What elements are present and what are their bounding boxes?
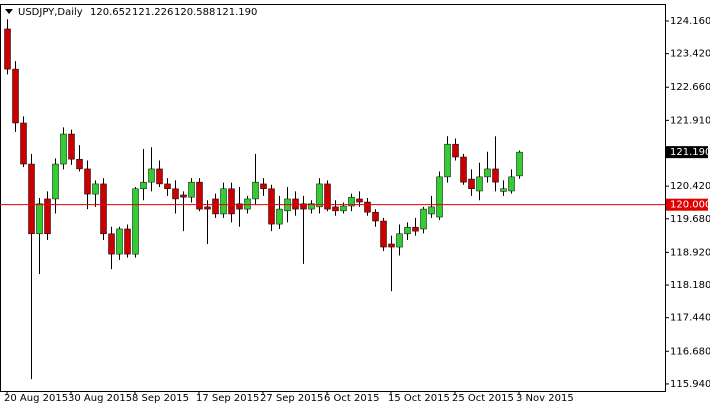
bear-body: [380, 220, 387, 248]
bull-body: [140, 181, 147, 190]
bull-body: [116, 228, 123, 255]
bull-body: [132, 188, 139, 255]
bear-body: [172, 188, 179, 200]
y-tick-label: 120.420: [670, 181, 710, 192]
x-tick-label: 27 Sep 2015: [260, 393, 323, 404]
y-tick-label: 115.940: [670, 379, 710, 390]
bear-body: [100, 183, 107, 235]
bear-body: [84, 168, 91, 195]
bear-body: [332, 206, 339, 212]
y-tick-label: 116.680: [670, 346, 710, 357]
bear-body: [4, 28, 11, 70]
bear-body: [204, 206, 211, 210]
bear-body: [164, 183, 171, 190]
hline-label: 120.000: [670, 200, 710, 211]
bear-body: [44, 198, 51, 235]
bull-body: [252, 181, 259, 200]
x-tick-label: 25 Oct 2015: [452, 393, 514, 404]
bear-body: [452, 143, 459, 158]
bear-body: [268, 188, 275, 225]
bull-body: [476, 176, 483, 192]
bear-body: [372, 211, 379, 222]
price-label: 121.190: [670, 147, 710, 158]
bear-body: [212, 198, 219, 215]
bear-body: [196, 181, 203, 210]
bull-body: [420, 208, 427, 230]
price-label-box: [666, 146, 708, 159]
bull-body: [516, 151, 523, 177]
bull-body: [436, 176, 443, 218]
bull-body: [340, 205, 347, 212]
bear-body: [388, 243, 395, 248]
bear-body: [236, 203, 243, 210]
bear-body: [300, 203, 307, 210]
x-tick-label: 8 Sep 2015: [132, 393, 189, 404]
x-tick-label: 20 Aug 2015: [4, 393, 68, 404]
bear-body: [492, 168, 499, 183]
y-tick-label: 117.440: [670, 313, 710, 324]
bear-body: [324, 183, 331, 210]
bull-body: [308, 203, 315, 210]
bear-body: [364, 201, 371, 213]
chart-title: USDJPY,Daily: [18, 7, 83, 18]
bull-body: [316, 183, 323, 208]
y-tick-label: 121.910: [670, 115, 710, 126]
bear-body: [68, 133, 75, 160]
bull-body: [148, 168, 155, 183]
plot-frame: [0, 4, 666, 392]
y-tick-label: 123.420: [670, 49, 710, 60]
bear-body: [228, 188, 235, 215]
x-tick-label: 3 Nov 2015: [516, 393, 574, 404]
bull-body: [500, 188, 507, 192]
ohlc-value: 120.588: [174, 7, 215, 18]
y-tick-label: 122.660: [670, 82, 710, 93]
bear-body: [412, 226, 419, 232]
bear-body: [76, 158, 83, 170]
bull-body: [36, 203, 43, 235]
bear-body: [460, 156, 467, 183]
bull-body: [276, 208, 283, 225]
bear-body: [292, 198, 299, 210]
bear-body: [12, 68, 19, 124]
bull-body: [404, 226, 411, 235]
bear-body: [124, 228, 131, 255]
x-tick-label: 17 Sep 2015: [196, 393, 259, 404]
bull-body: [244, 198, 251, 210]
bull-body: [484, 168, 491, 178]
bull-body: [220, 188, 227, 215]
bull-body: [396, 233, 403, 248]
bull-body: [428, 206, 435, 215]
bull-body: [52, 163, 59, 200]
bear-body: [180, 194, 187, 198]
bull-body: [92, 183, 99, 195]
hline-label-box: [666, 198, 708, 211]
x-tick-label: 15 Oct 2015: [388, 393, 450, 404]
bear-body: [356, 198, 363, 203]
y-tick-label: 118.920: [670, 247, 710, 258]
ohlc-value: 121.226: [132, 7, 173, 18]
x-tick-label: 30 Aug 2015: [68, 393, 132, 404]
menu-icon: [5, 9, 13, 14]
bull-body: [444, 143, 451, 178]
bear-body: [108, 233, 115, 255]
bear-body: [468, 178, 475, 190]
bull-body: [348, 196, 355, 207]
bull-body: [508, 176, 515, 192]
ohlc-value: 120.652: [90, 7, 131, 18]
bear-body: [20, 122, 27, 165]
ohlc-info: 120.652 121.226 120.588 121.190: [90, 7, 257, 18]
y-tick-label: 118.180: [670, 280, 710, 291]
y-tick-label: 119.680: [670, 214, 710, 225]
bull-body: [60, 133, 67, 165]
x-tick-label: 6 Oct 2015: [324, 393, 379, 404]
bear-body: [28, 163, 35, 235]
bear-body: [260, 183, 267, 190]
bear-body: [156, 168, 163, 185]
ohlc-value: 121.190: [216, 7, 257, 18]
bull-body: [188, 181, 195, 198]
y-tick-label: 124.160: [670, 16, 710, 27]
